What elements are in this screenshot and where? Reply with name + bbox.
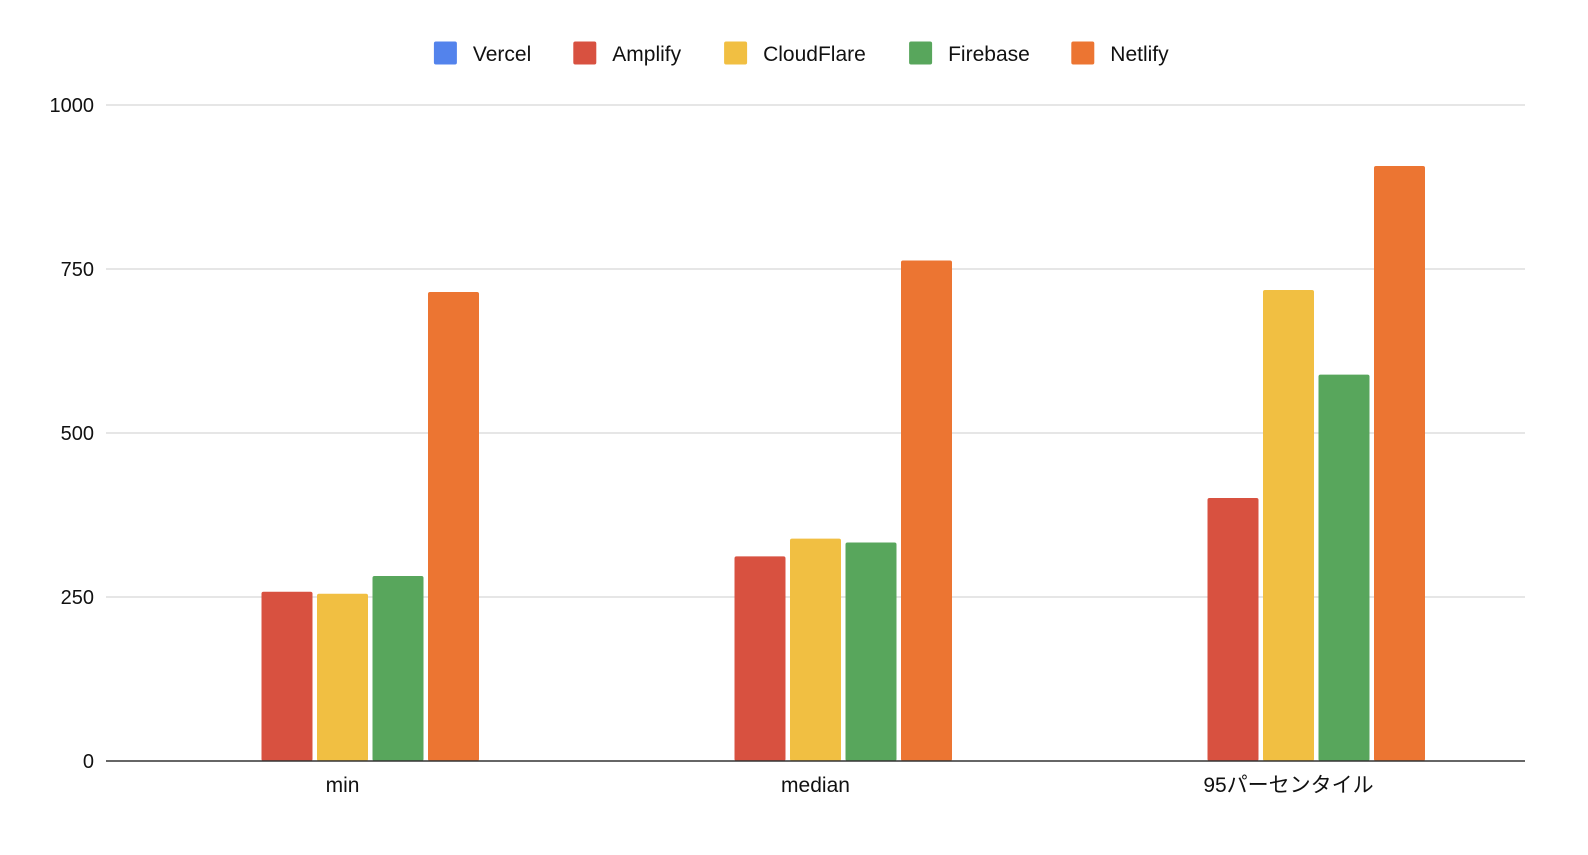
y-tick-label-500: 500: [61, 423, 94, 445]
legend-label-cloudflare: CloudFlare: [763, 43, 866, 66]
y-tick-label-750: 750: [61, 259, 94, 281]
bar-firebase-min: [372, 576, 424, 761]
y-tick-label-0: 0: [83, 751, 94, 773]
bar-cloudflare-95: [1263, 289, 1314, 761]
x-tick-label-3: 95パーセンタイル: [1203, 774, 1373, 797]
axes: 0 250 500 750 1000 min median 95パーセンタイル: [50, 95, 1525, 797]
legend-item-netlify: Netlify: [1071, 41, 1169, 66]
legend-swatch-cloudflare: [724, 41, 748, 65]
bar-amplify-median: [734, 556, 786, 761]
legend-swatch-vercel: [433, 41, 457, 65]
y-tick-label-1000: 1000: [50, 95, 95, 117]
legend: Vercel Amplify CloudFlare Firebase Netlify: [433, 41, 1169, 66]
bar-cloudflare-median: [790, 538, 841, 761]
legend-swatch-firebase: [909, 41, 933, 65]
bar-amplify-95: [1207, 497, 1259, 761]
legend-item-vercel: Vercel: [433, 41, 531, 66]
legend-item-amplify: Amplify: [573, 41, 682, 66]
legend-swatch-netlify: [1071, 41, 1095, 65]
x-tick-label-2: median: [781, 774, 850, 797]
y-tick-label-250: 250: [61, 587, 94, 609]
legend-label-firebase: Firebase: [948, 43, 1030, 66]
legend-label-vercel: Vercel: [473, 43, 531, 66]
bar-netlify-95: [1374, 166, 1425, 761]
bar-cloudflare-min: [317, 593, 368, 761]
bar-firebase-95: [1318, 374, 1370, 761]
bar-firebase-median: [845, 542, 897, 761]
bar-netlify-median: [901, 260, 952, 761]
legend-label-netlify: Netlify: [1110, 43, 1169, 66]
legend-swatch-amplify: [573, 41, 597, 65]
x-tick-label-1: min: [326, 774, 360, 797]
bars: [261, 166, 1425, 761]
legend-item-cloudflare: CloudFlare: [724, 41, 866, 66]
legend-label-amplify: Amplify: [612, 43, 681, 66]
bar-amplify-min: [261, 591, 313, 761]
bar-netlify-min: [428, 291, 479, 761]
legend-item-firebase: Firebase: [909, 41, 1030, 66]
